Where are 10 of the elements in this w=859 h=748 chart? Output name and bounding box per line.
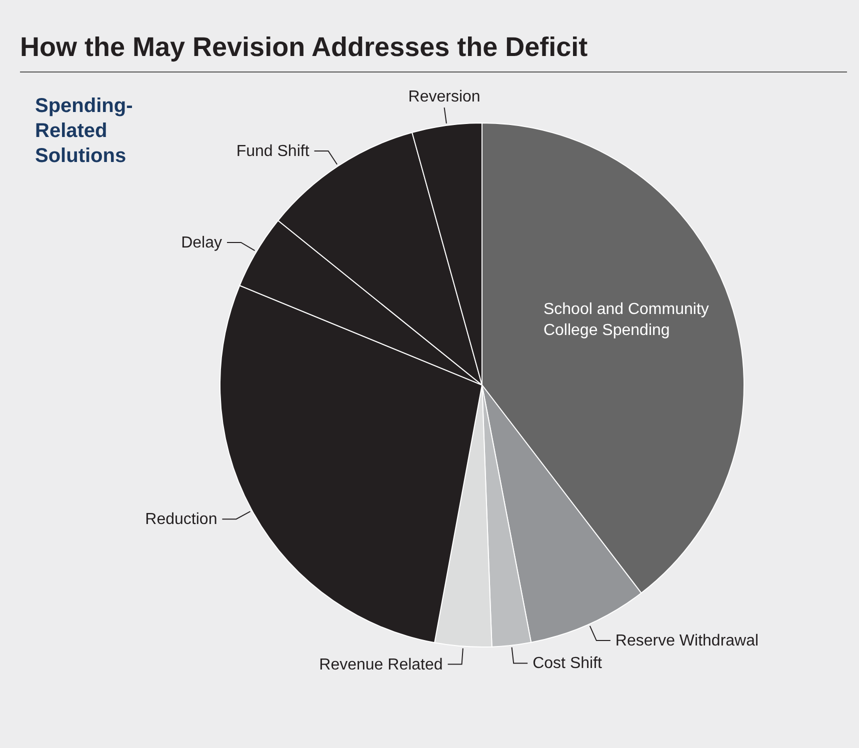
- chart-title: How the May Revision Addresses the Deficit: [20, 32, 588, 62]
- slice-label: Reversion: [408, 88, 480, 106]
- slice-label: Fund Shift: [236, 142, 310, 160]
- slice-label: Revenue Related: [319, 656, 443, 674]
- slice-label: Reduction: [145, 511, 218, 528]
- slice-label: Reserve Withdrawal: [615, 632, 759, 650]
- text: Spending-Related Solutions: [35, 95, 133, 167]
- slice-label: Delay: [181, 234, 222, 252]
- slice-label: School and Community College Spending: [543, 300, 709, 339]
- slice-label: Cost Shift: [532, 655, 603, 672]
